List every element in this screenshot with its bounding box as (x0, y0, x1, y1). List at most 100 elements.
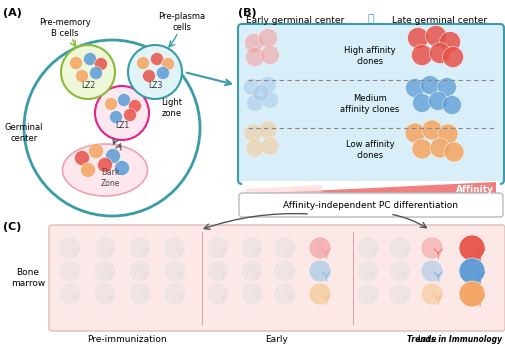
Circle shape (260, 46, 279, 64)
Text: Trends in Immunology: Trends in Immunology (406, 335, 501, 344)
Circle shape (89, 66, 103, 79)
Circle shape (164, 283, 186, 305)
Text: Dark
Zone: Dark Zone (100, 168, 120, 188)
Circle shape (261, 92, 278, 109)
Circle shape (114, 160, 129, 175)
Circle shape (388, 283, 410, 305)
Text: Affinity: Affinity (455, 184, 493, 193)
Circle shape (388, 260, 410, 282)
Circle shape (129, 283, 150, 305)
Circle shape (357, 237, 378, 259)
Circle shape (61, 45, 115, 99)
Circle shape (425, 25, 445, 47)
Text: Light
zone: Light zone (161, 98, 182, 118)
Ellipse shape (63, 144, 147, 196)
Text: LZ1: LZ1 (115, 121, 129, 130)
Circle shape (240, 237, 263, 259)
Text: (C): (C) (3, 222, 21, 232)
Circle shape (439, 32, 460, 53)
Circle shape (142, 70, 155, 82)
Circle shape (420, 283, 442, 305)
Circle shape (274, 237, 295, 259)
Text: LZ2: LZ2 (81, 80, 95, 89)
Text: Early germinal center: Early germinal center (245, 16, 343, 25)
Circle shape (109, 111, 122, 124)
Circle shape (407, 27, 428, 48)
Circle shape (458, 258, 484, 284)
Circle shape (117, 94, 130, 106)
Circle shape (309, 260, 330, 282)
Circle shape (88, 143, 104, 158)
Circle shape (437, 124, 457, 144)
FancyBboxPatch shape (49, 225, 504, 331)
Circle shape (252, 85, 269, 102)
Circle shape (94, 260, 116, 282)
Circle shape (74, 150, 89, 166)
Text: (B): (B) (237, 8, 256, 18)
Circle shape (97, 158, 112, 173)
FancyBboxPatch shape (237, 24, 503, 184)
Circle shape (164, 237, 186, 259)
Polygon shape (245, 182, 495, 194)
Circle shape (259, 121, 276, 139)
Text: Pre-immunization: Pre-immunization (87, 335, 167, 345)
Text: Medium
affinity clones: Medium affinity clones (340, 94, 399, 114)
Circle shape (244, 33, 263, 53)
Circle shape (429, 42, 449, 63)
Circle shape (458, 235, 484, 261)
Text: Bone
marrow: Bone marrow (11, 268, 45, 288)
Circle shape (458, 281, 484, 307)
Circle shape (428, 92, 446, 111)
Polygon shape (245, 185, 321, 194)
Circle shape (420, 260, 442, 282)
Circle shape (128, 45, 182, 99)
Circle shape (83, 53, 96, 65)
Circle shape (105, 97, 117, 111)
Circle shape (59, 283, 81, 305)
Circle shape (136, 56, 149, 70)
Circle shape (123, 109, 136, 121)
Circle shape (150, 53, 163, 65)
Circle shape (94, 57, 107, 71)
Circle shape (129, 237, 150, 259)
Circle shape (245, 47, 264, 66)
Circle shape (94, 237, 116, 259)
Circle shape (80, 163, 95, 177)
Text: ⏳: ⏳ (367, 14, 374, 24)
Circle shape (243, 124, 262, 142)
Circle shape (129, 260, 150, 282)
Circle shape (207, 283, 229, 305)
Circle shape (404, 123, 424, 143)
Circle shape (411, 139, 431, 159)
Circle shape (309, 237, 330, 259)
Circle shape (259, 77, 276, 94)
Circle shape (59, 237, 81, 259)
Circle shape (94, 283, 116, 305)
Circle shape (357, 260, 378, 282)
Circle shape (309, 283, 330, 305)
Circle shape (240, 283, 263, 305)
Text: Pre-memory
B cells: Pre-memory B cells (39, 18, 91, 38)
Circle shape (156, 66, 169, 79)
Circle shape (24, 40, 199, 216)
Circle shape (421, 120, 441, 140)
Circle shape (246, 95, 263, 111)
Circle shape (128, 100, 141, 112)
Text: Affinity-independent PC differentiation: Affinity-independent PC differentiation (283, 200, 458, 209)
Text: High affinity
clones: High affinity clones (343, 46, 395, 66)
Circle shape (161, 57, 174, 71)
Circle shape (420, 237, 442, 259)
Circle shape (95, 86, 148, 140)
Circle shape (429, 138, 449, 158)
Text: Late germinal center: Late germinal center (392, 16, 487, 25)
Text: (A): (A) (3, 8, 22, 18)
Circle shape (245, 139, 264, 157)
Circle shape (388, 237, 410, 259)
Circle shape (411, 45, 432, 65)
Circle shape (243, 79, 260, 95)
Text: Late: Late (416, 335, 436, 345)
Circle shape (258, 29, 277, 47)
Circle shape (105, 149, 120, 164)
Bar (241, 181, 499, 194)
Circle shape (442, 95, 461, 114)
